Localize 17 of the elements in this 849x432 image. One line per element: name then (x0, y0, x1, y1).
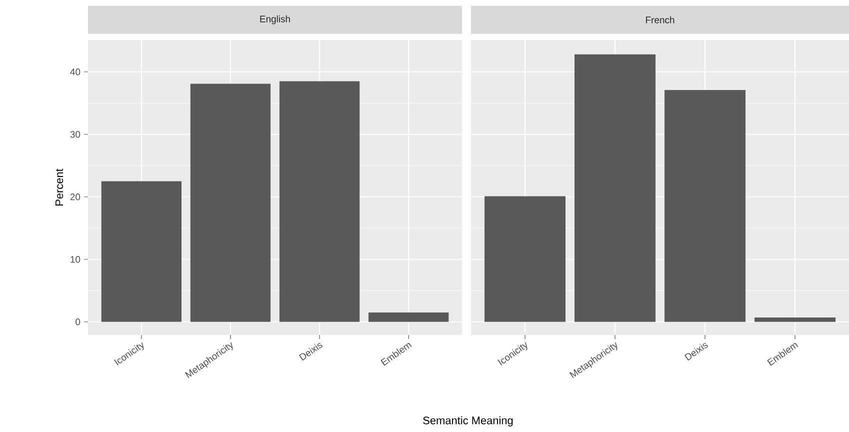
y-tick-label: 30 (70, 131, 80, 138)
y-tick-label: 10 (70, 256, 80, 263)
chart-title: English (260, 15, 290, 24)
bar (368, 312, 449, 322)
bar (101, 181, 182, 322)
bar (574, 54, 656, 322)
y-tick-label: 0 (76, 318, 80, 326)
y-tick-label: 40 (70, 68, 80, 76)
bar (484, 196, 566, 322)
bar (279, 81, 360, 322)
y-axis-title: Percent (55, 168, 64, 206)
bar (190, 84, 271, 322)
bar (754, 318, 836, 322)
bar (664, 90, 746, 322)
x-axis-title: Semantic Meaning (423, 416, 513, 426)
chart-title: French (646, 16, 674, 24)
y-tick-label: 20 (70, 194, 80, 200)
